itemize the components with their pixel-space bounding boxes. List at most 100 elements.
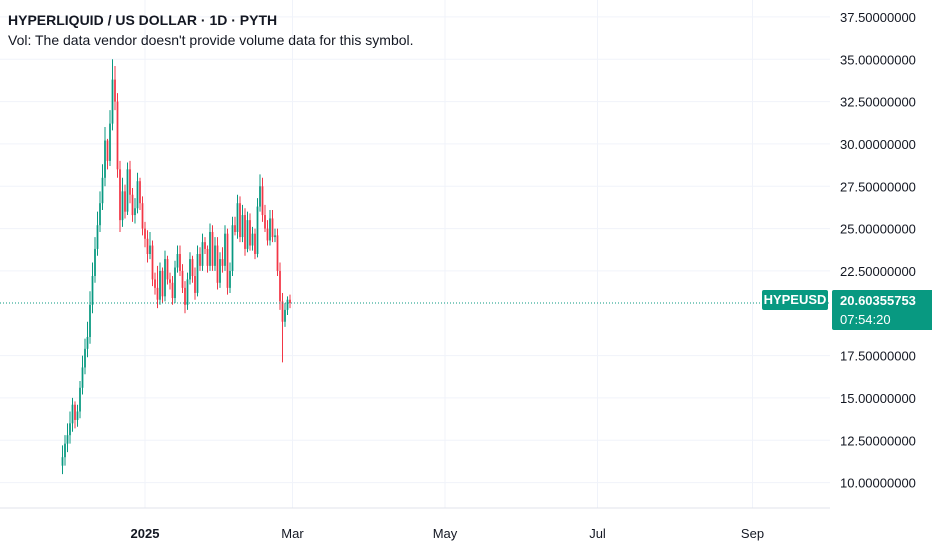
candle-body [171,282,174,299]
candle [189,252,191,285]
candle-body [111,79,114,124]
candle-body [269,218,271,241]
candle-body [279,270,281,302]
candle [69,411,71,444]
candle [209,223,211,271]
price-tick-label: 10.00000000 [840,476,916,491]
candle-body [74,404,76,420]
candle-body [264,215,266,229]
candle [169,272,171,290]
candle [236,194,239,239]
candle-body [216,245,219,283]
candle [124,184,126,219]
candle [159,262,161,305]
candle-body [71,404,74,424]
candle [61,445,64,475]
grid-lines [0,0,830,508]
candle [76,404,79,427]
candle-body [166,259,169,280]
candle-body [69,423,71,436]
candle-body [206,248,209,266]
candle [154,272,156,295]
price-tick-label: 35.00000000 [840,52,916,67]
candle [274,228,276,243]
candle-body [271,218,274,238]
bar-countdown: 07:54:20 [840,312,891,327]
candle-body [256,206,259,254]
price-tick-label: 27.50000000 [840,179,916,194]
candle [114,66,116,111]
candle [249,213,251,251]
candle-body [86,336,89,349]
candle [191,255,194,283]
candle-body [124,191,126,212]
candle [184,281,186,314]
candle [206,245,209,273]
candle [111,59,114,131]
candle-body [249,220,251,246]
candle-body [96,225,99,249]
candle-body [184,287,186,305]
ticker-label: HYPEUSD [762,290,828,310]
candle-body [104,140,106,178]
candle [161,267,164,304]
candle [74,401,76,429]
candle-body [116,101,119,170]
candle-body [186,279,189,305]
candle [211,225,214,271]
candle [101,164,104,210]
candle [246,211,249,253]
candle [269,209,271,246]
candle-body [231,225,234,271]
candle [266,220,269,246]
time-tick-label: Mar [281,526,304,541]
price-tick-label: 25.00000000 [840,222,916,237]
candle-body [159,270,161,300]
candle-body [136,181,139,209]
candle [261,177,264,222]
candle-body [199,254,201,266]
candle-body [164,259,166,297]
candle [289,294,291,309]
candle [179,245,181,277]
candle [221,247,224,273]
candle-body [114,79,116,102]
price-tick-label: 22.50000000 [840,264,916,279]
price-tick-label: 17.50000000 [840,349,916,364]
candle-body [106,140,109,161]
candle [89,291,91,344]
candle-body [259,186,261,207]
candle [281,292,284,363]
candle-body [154,279,156,288]
candle-body [224,233,226,266]
candle-body [129,169,131,195]
candle-body [64,443,66,458]
candle [194,267,196,300]
candle-body [94,248,96,277]
price-tick-label: 15.00000000 [840,391,916,406]
candle [176,245,179,273]
candle [231,216,234,277]
candle [146,230,149,263]
candle-body [244,215,246,249]
candle-body [276,235,279,271]
candle-body [211,231,214,266]
candle [64,435,66,466]
candle [136,172,139,214]
candle-body [286,299,289,310]
candle [181,264,184,293]
candle [276,228,279,277]
candle [119,160,121,232]
candle-body [169,279,171,283]
candle [226,228,229,295]
candle [131,187,134,222]
price-axis[interactable]: 37.50000000 35.00000000 32.50000000 30.0000… [840,10,916,491]
symbol-title[interactable]: HYPERLIQUID / US DOLLAR · 1D · PYTH [8,12,278,28]
time-axis[interactable]: 2025 Mar May Jul Sep [131,526,765,541]
candle-body [119,169,121,221]
candle-body [121,191,124,221]
candle-body [79,387,81,412]
candle [284,303,286,327]
candle-body [179,254,181,271]
candle-body [176,254,179,268]
